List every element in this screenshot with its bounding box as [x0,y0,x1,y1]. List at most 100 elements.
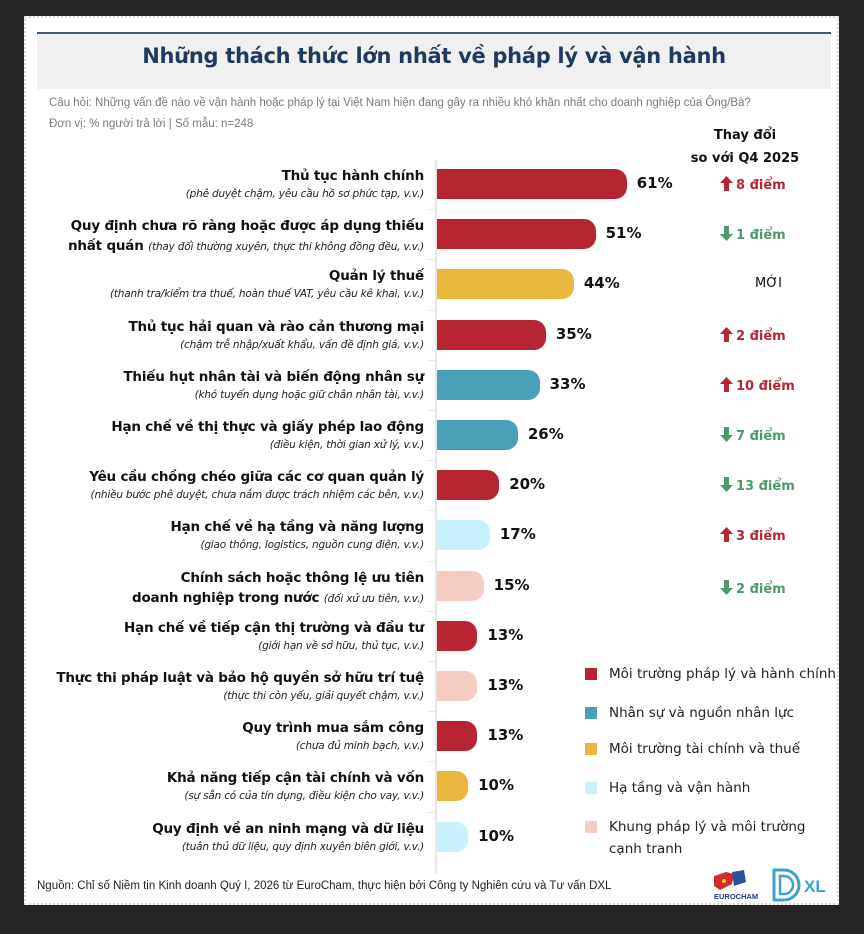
change-column-header: Thay đổi so với Q4 2025 [690,124,800,170]
change-indicator: 10 điểm [720,376,830,394]
survey-question: Câu hỏi: Những vấn đề nào về vận hành ho… [49,97,751,109]
change-value: 2 điểm [736,328,786,344]
change-header-line1: Thay đổi [713,128,777,143]
arrow-down-icon [720,477,736,494]
bar-value-label: 33% [549,374,586,393]
category-label: Yêu cầu chồng chéo giữa các cơ quan quản… [24,467,424,503]
axis-tick [428,409,436,411]
bar-value-label: 17% [499,525,536,544]
category-label-main: Khả năng tiếp cận tài chính và vốn [166,770,424,787]
change-value: 10 điểm [736,378,795,394]
category-label-main: Hạn chế về tiếp cận thị trường và đầu tư [124,619,424,636]
category-label: Khả năng tiếp cận tài chính và vốn (sự sẵ… [24,768,424,804]
change-indicator: 7 điểm [720,427,830,444]
dxl-logo: XL [772,868,826,902]
bar [437,219,596,250]
change-value: 13 điểm [736,479,795,495]
category-label-detail: (giao thông, logistics, nguồn cung điện,… [200,539,424,552]
category-label: Thực thi pháp luật và bảo hộ quyền sở hữ… [24,668,424,704]
change-value: 7 điểm [736,429,786,444]
bar [437,821,469,852]
category-label-detail: (thay đổi thường xuyên, thực thi không đ… [148,241,424,254]
bar-value-label: 10% [478,826,514,845]
arrow-up-icon [720,326,736,344]
category-label-main: Quản lý thuế [328,268,424,285]
bar [437,671,478,701]
category-label-main-cont: doanh nghiệp trong nước (đối xử ưu tiên,… [132,589,424,606]
bar [437,169,627,199]
bar [437,570,484,601]
category-label: Hạn chế về hạ tầng và năng lượng (giao th… [24,517,425,553]
eurocham-logo-text: EUROCHAM [714,892,758,901]
axis-tick [428,510,436,512]
category-label-main: Thực thi pháp luật và bảo hộ quyền sở hữ… [56,670,424,686]
category-label-detail: (tuân thủ dữ liệu, quy định xuyên biên g… [181,840,424,853]
change-indicator: 2 điểm [720,326,830,344]
bar [437,269,574,300]
category-label: Hạn chế về tiếp cận thị trường và đầu tư… [24,618,424,654]
category-label-detail: (chậm trễ nhập/xuất khẩu, vấn đề định gi… [180,338,424,351]
change-value: 2 điểm [736,581,786,597]
title-band: Những thách thức lớn nhất về pháp lý và … [37,32,831,89]
bar [437,470,500,501]
bar [437,620,478,651]
category-label-main: Chính sách hoặc thông lệ ưu tiên [180,569,425,586]
arrow-down-icon [720,427,736,444]
bar-value-label: 51% [605,224,642,243]
category-label-main: Thủ tục hải quan và rào cản thương mại [128,318,424,335]
axis-tick [428,711,436,713]
partner-logos: EUROCHAM [712,868,832,901]
bar-value-label: 35% [555,324,592,343]
bar [437,319,546,350]
category-label: Chính sách hoặc thông lệ ưu tiên doanh ng… [24,568,424,609]
bar [437,721,478,752]
category-label-main: Hạn chế về hạ tầng và năng lượng [170,519,425,536]
legend-label: Môi trường tài chính và thuế [609,741,801,757]
category-label-main: Quy định về an ninh mạng và dữ liệu [152,820,424,837]
eurocham-logo: EUROCHAM [714,870,758,901]
bar-value-label: 26% [527,425,564,443]
legend-label: Hạ tầng và vận hành [609,780,751,796]
category-label: Quy trình mua sắm công (chưa đủ minh bạch… [24,718,424,754]
category-label-main-cont: nhất quán (thay đổi thường xuyên, thực t… [67,238,424,255]
arrow-down-icon [720,226,736,243]
category-axis [435,160,437,873]
dxl-logo-text: XL [804,877,826,896]
bar-value-label: 13% [487,726,524,745]
category-label-detail: (khó tuyển dụng hoặc giữ chân nhân tài, … [194,388,425,401]
bar-value-label: 61% [636,174,673,192]
change-header-line2: so với Q4 2025 [690,151,800,166]
arrow-up-icon [720,527,736,544]
bar [437,520,490,551]
category-label-main: Hạn chế về thị thực và giấy phép lao độn… [111,419,424,435]
change-value: 1 điểm [736,228,786,244]
category-label-detail: (sự sẵn có của tín dụng, điều kiện cho v… [184,790,424,803]
category-label-main: Yêu cầu chồng chéo giữa các cơ quan quản… [89,469,424,486]
source-note: Nguồn: Chỉ số Niềm tin Kinh doanh Quý I,… [37,880,612,892]
axis-tick [428,660,436,662]
category-label: Thủ tục hành chính (phê duyệt chậm, yêu c… [24,166,424,202]
bar-value-label: 20% [509,475,546,494]
chart-title: Những thách thức lớn nhất về pháp lý và … [142,44,726,68]
axis-tick [428,209,436,211]
category-label: Quản lý thuế (thanh tra/kiểm tra thuế, ho… [24,266,424,302]
change-indicator: 8 điểm [720,176,830,193]
bar [437,771,469,802]
category-label-detail: (phê duyệt chậm, yêu cầu hồ sơ phức tạp,… [185,188,424,200]
axis-tick [428,610,436,612]
bar [437,420,518,450]
category-label: Quy định chưa rõ ràng hoặc được áp dụng … [24,216,424,257]
category-label-main: Thủ tục hành chính [281,168,425,184]
category-label-main: Quy định chưa rõ ràng hoặc được áp dụng … [70,218,425,235]
bar [437,369,540,400]
legend-label: Môi trường pháp lý và hành chính [609,666,836,682]
category-label: Quy định về an ninh mạng và dữ liệu (tuân… [24,819,424,855]
change-indicator: MỚI [755,276,782,292]
category-label-detail: (điều kiện, thời gian xử lý, v.v.) [269,439,424,451]
change-indicator: 2 điểm [720,579,830,597]
category-label-detail: (thực thi còn yếu, giải quyết chậm, v.v.… [223,690,424,702]
axis-tick [428,811,436,813]
arrow-down-icon [720,579,736,597]
axis-tick [428,309,436,311]
legend-swatch [585,782,597,794]
